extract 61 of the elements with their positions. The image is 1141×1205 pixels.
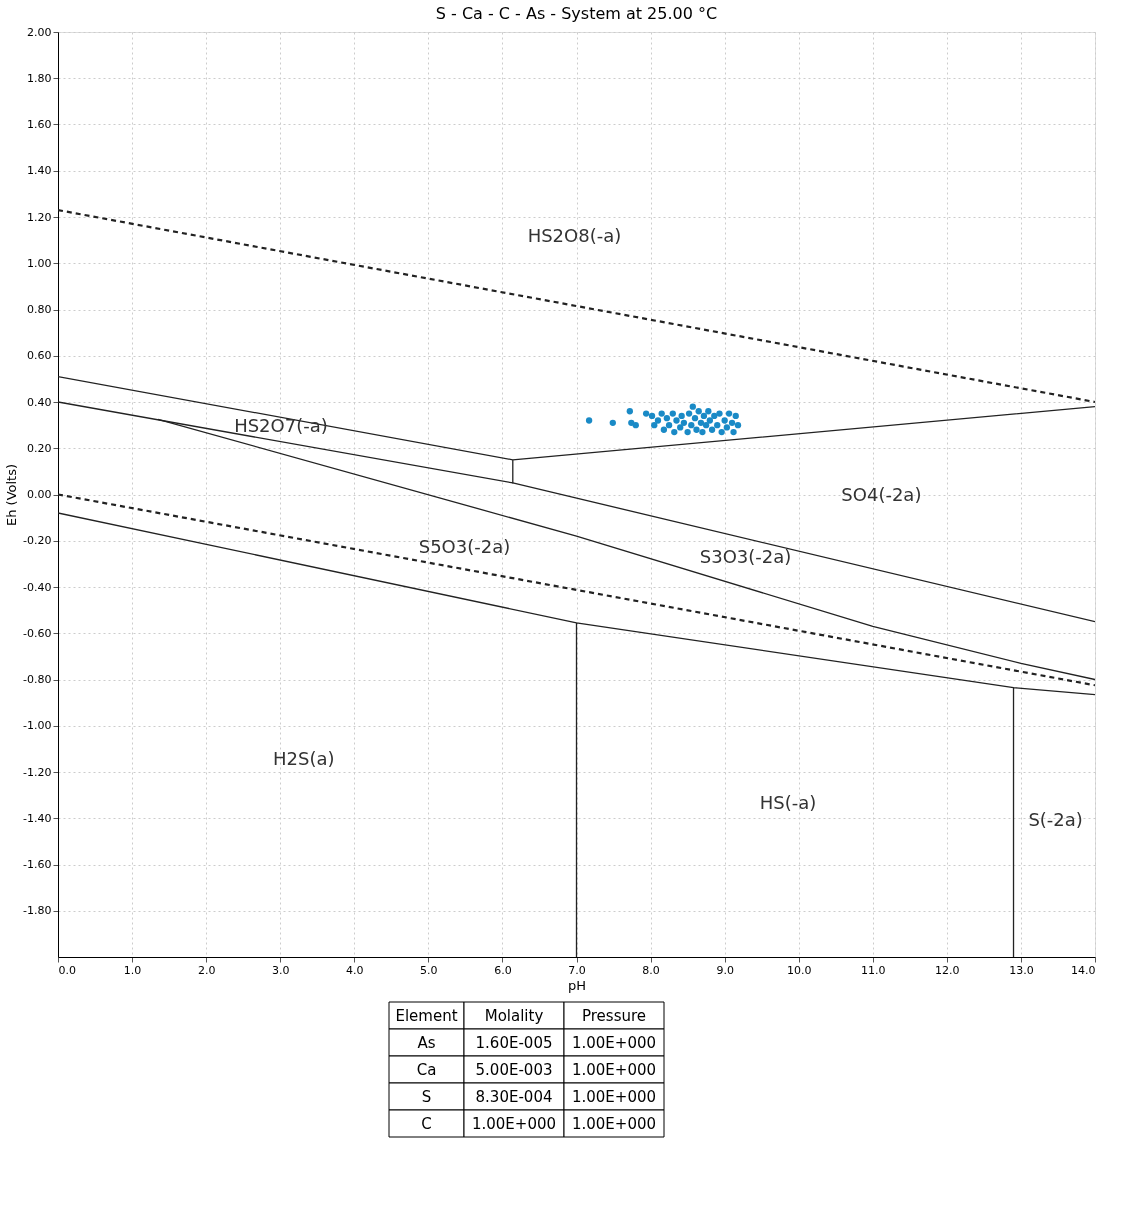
y-tick-label: 0.80 <box>27 303 52 316</box>
annotation: S5O3(-2a) <box>418 536 511 558</box>
annotation: HS(-a) <box>759 792 817 814</box>
y-tick-label: -0.20 <box>23 534 52 548</box>
y-tick-label: 0.40 <box>27 395 52 409</box>
text: As <box>417 1033 436 1052</box>
y-tick-label: 0.60 <box>27 349 52 363</box>
x-axis-title: pH <box>567 977 587 993</box>
x-tick-label: 0.0 <box>58 963 76 977</box>
text: 8.30E-004 <box>475 1087 553 1106</box>
text: Pressure <box>581 1006 647 1025</box>
x-tick-label: 14.0 <box>1071 963 1096 977</box>
y-tick-label: -0.40 <box>23 580 52 594</box>
y-tick-label: 1.60 <box>27 118 52 131</box>
x-tick-label: 11.0 <box>861 963 886 977</box>
y-tick-label: -1.40 <box>23 811 52 825</box>
x-tick-label: 12.0 <box>935 963 960 977</box>
text: Molality <box>484 1006 544 1025</box>
annotation: S(-2a) <box>1028 809 1083 831</box>
text: 5.00E-003 <box>475 1060 553 1079</box>
annotation: H2S(a) <box>273 747 335 769</box>
text: 1.00E+000 <box>471 1114 557 1133</box>
y-tick-label: -0.60 <box>23 626 52 640</box>
annotation: SO4(-2a) <box>841 484 922 506</box>
x-tick-label: 7.0 <box>568 963 586 977</box>
text: 1.00E+000 <box>571 1060 657 1079</box>
y-tick-label: -0.80 <box>23 673 52 686</box>
y-tick-label: 2.00 <box>27 25 52 39</box>
text: C <box>421 1114 432 1133</box>
text: 1.00E+000 <box>571 1033 657 1052</box>
y-tick-label: 0.20 <box>27 441 52 455</box>
x-tick-label: 4.0 <box>346 963 364 977</box>
text: 1.00E+000 <box>571 1087 657 1106</box>
y-tick-label: 1.80 <box>27 71 52 85</box>
x-tick-label: 9.0 <box>716 963 734 977</box>
chart-title: S - Ca - C - As - System at 25.00 °C <box>435 4 718 23</box>
y-tick-label: -1.00 <box>23 719 52 733</box>
x-tick-label: 5.0 <box>420 963 438 977</box>
x-tick-label: 6.0 <box>494 963 512 977</box>
x-tick-label: 8.0 <box>642 963 660 977</box>
y-tick-label: 1.00 <box>27 256 52 270</box>
text: Ca <box>416 1060 437 1079</box>
annotation: HS2O8(-a) <box>527 225 622 247</box>
x-tick-label: 3.0 <box>271 963 290 977</box>
y-tick-label: -1.20 <box>23 765 52 779</box>
y-axis-title: Eh (Volts) <box>4 463 20 527</box>
x-tick-label: 13.0 <box>1009 963 1034 977</box>
x-tick-label: 1.0 <box>123 963 142 977</box>
y-tick-label: 1.20 <box>27 210 52 224</box>
y-tick-label: -1.80 <box>23 904 52 918</box>
text: S <box>421 1087 432 1106</box>
text: Element <box>395 1006 458 1025</box>
text: 1.00E+000 <box>571 1114 657 1133</box>
y-tick-label: 0.00 <box>27 488 52 501</box>
annotation: S3O3(-2a) <box>699 546 792 568</box>
x-tick-label: 10.0 <box>786 963 812 977</box>
y-tick-label: 1.40 <box>27 164 52 178</box>
y-tick-label: -1.60 <box>23 858 52 871</box>
x-tick-label: 2.0 <box>197 963 216 977</box>
annotation: HS2O7(-a) <box>234 414 328 436</box>
text: 1.60E-005 <box>475 1033 553 1052</box>
